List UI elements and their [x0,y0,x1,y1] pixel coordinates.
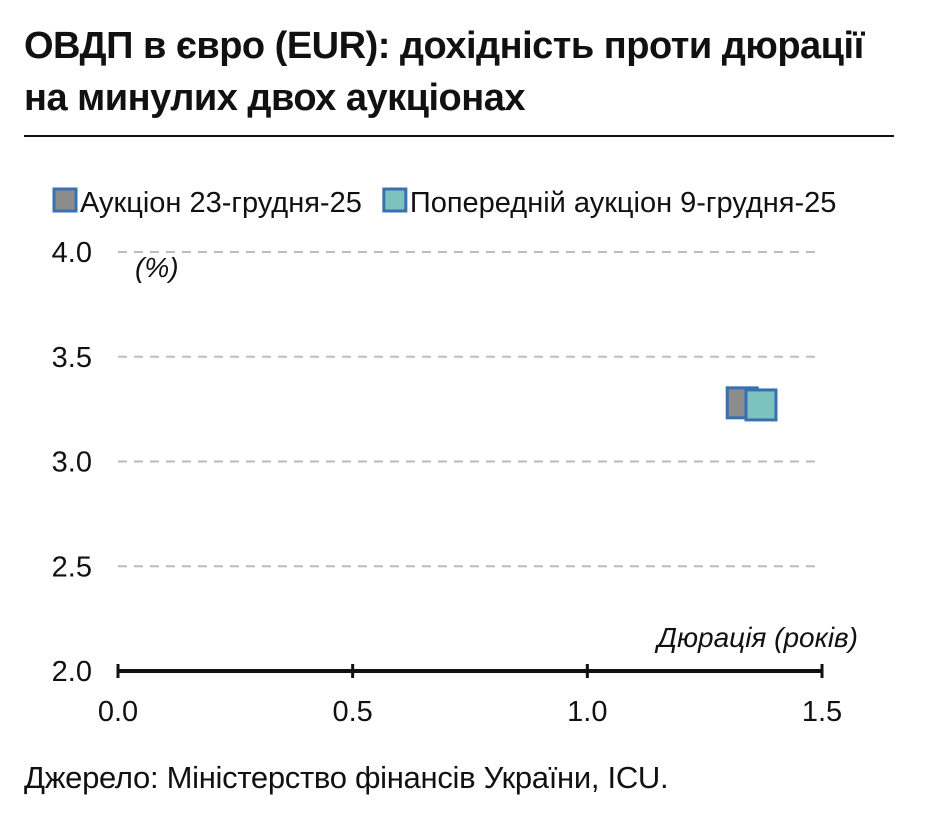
y-axis-ticks: 2.0 2.5 3.0 3.5 4.0 [52,237,92,688]
legend: Аукціон 23-грудня-25 Попередній аукціон 9… [52,187,837,219]
y-tick-label: 3.5 [52,342,92,374]
source-note: Джерело: Міністерство фінансів України, … [24,760,669,795]
x-tick-label: 1.0 [567,696,607,728]
y-tick-label: 2.0 [52,656,92,688]
chart-title: ОВДП в євро (EUR): дохідність проти дюра… [24,25,864,119]
legend-swatch-2 [382,187,408,213]
y-axis-label: (%) [135,252,179,283]
x-axis-label: Дюрація (років) [654,622,858,653]
legend-label-1: Аукціон 23-грудня-25 [80,187,362,219]
y-tick-label: 2.5 [52,551,92,583]
gridlines [118,251,822,568]
y-tick-label: 3.0 [52,447,92,479]
legend-label-2: Попередній аукціон 9-грудня-25 [410,187,837,219]
title-divider [24,135,894,137]
x-tick-label: 1.5 [802,696,842,728]
x-tick-label: 0.0 [98,696,138,728]
x-tick-label: 0.5 [333,696,373,728]
x-axis: 0.0 0.5 1.0 1.5 [98,664,842,728]
data-point-series-2 [744,388,778,422]
legend-swatch-1 [52,187,78,213]
data-points [725,386,778,422]
y-tick-label: 4.0 [52,237,92,269]
